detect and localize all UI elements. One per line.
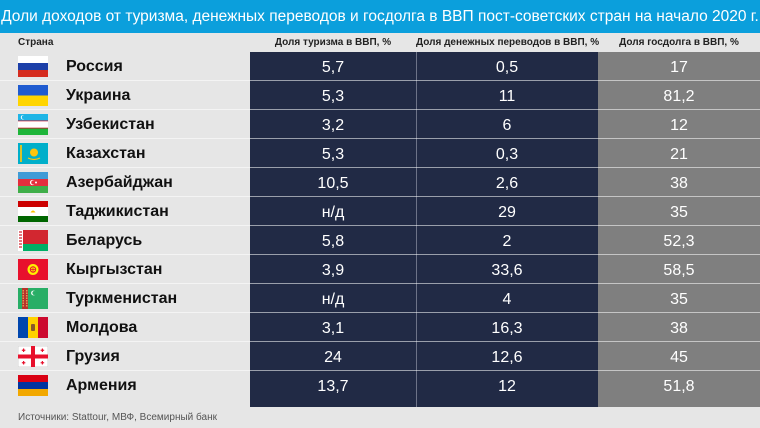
tourism-value: 24 — [324, 349, 342, 366]
table-row: Казахстан 5,3 0,3 21 — [0, 139, 760, 168]
tourism-value: 5,7 — [321, 59, 345, 76]
debt-value: 38 — [670, 320, 688, 337]
remittances-value: 29 — [498, 204, 516, 221]
tourism-value: 5,3 — [321, 88, 345, 105]
column-header-tourism: Доля туризма в ВВП, % — [274, 37, 392, 48]
table-row: Россия 5,7 0,5 17 — [0, 52, 760, 81]
table-row: Кыргызстан 3,9 33,6 58,5 — [0, 255, 760, 284]
table-row: Беларусь 5,8 2 52,3 — [0, 226, 760, 255]
table-row: Украина 5,3 11 81,2 — [0, 81, 760, 110]
tourism-value: 5,3 — [321, 146, 345, 163]
debt-value: 81,2 — [663, 88, 695, 105]
column-header-country: Страна — [18, 37, 54, 48]
table-row: Таджикистан н/д 29 35 — [0, 197, 760, 226]
debt-value: 17 — [670, 59, 688, 76]
remittances-value: 2,6 — [495, 175, 519, 192]
armenia-flag-icon — [18, 375, 48, 396]
russia-flag-icon — [18, 56, 48, 77]
country-name: Россия — [66, 58, 123, 75]
remittances-value: 4 — [502, 291, 512, 308]
tourism-value: 3,2 — [321, 117, 345, 134]
country-name: Грузия — [66, 348, 120, 365]
tourism-column-background — [250, 52, 416, 407]
table-row: Молдова 3,1 16,3 38 — [0, 313, 760, 342]
debt-value: 35 — [670, 204, 688, 221]
georgia-flag-icon — [18, 346, 48, 367]
uzbekistan-flag-icon — [18, 114, 48, 135]
remittances-value: 12 — [498, 378, 516, 395]
remittances-value: 16,3 — [491, 320, 523, 337]
country-name: Беларусь — [66, 232, 143, 249]
tourism-value: 10,5 — [317, 175, 349, 192]
debt-value: 45 — [670, 349, 688, 366]
azerbaijan-flag-icon — [18, 172, 48, 193]
country-name: Таджикистан — [66, 203, 169, 220]
tourism-value: 13,7 — [317, 378, 349, 395]
remittances-column-background — [416, 52, 598, 407]
moldova-flag-icon — [18, 317, 48, 338]
remittances-value: 12,6 — [491, 349, 523, 366]
debt-value: 38 — [670, 175, 688, 192]
country-name: Армения — [66, 377, 137, 394]
remittances-value: 11 — [498, 88, 516, 105]
debt-value: 58,5 — [663, 262, 695, 279]
column-header-debt: Доля госдолга в ВВП, % — [619, 37, 739, 48]
country-name: Молдова — [66, 319, 138, 336]
source-note: Источники: Stattour, МВФ, Всемирный банк — [18, 412, 217, 423]
table-row: Армения 13,7 12 51,8 — [0, 371, 760, 400]
table-row: Азербайджан 10,5 2,6 38 — [0, 168, 760, 197]
kazakhstan-flag-icon — [18, 143, 48, 164]
column-header-remittances: Доля денежных переводов в ВВП, % — [416, 37, 600, 48]
country-name: Кыргызстан — [66, 261, 163, 278]
country-name: Туркменистан — [66, 290, 178, 307]
debt-column-background — [598, 52, 760, 407]
remittances-value: 2 — [502, 233, 512, 250]
tourism-value: 5,8 — [321, 233, 345, 250]
country-name: Украина — [66, 87, 131, 104]
data-table: Россия 5,7 0,5 17 Украина 5,3 11 81,2 Узбекистан… — [0, 52, 760, 400]
tajikistan-flag-icon — [18, 201, 48, 222]
kyrgyzstan-flag-icon — [18, 259, 48, 280]
country-name: Азербайджан — [66, 174, 173, 191]
country-name: Казахстан — [66, 145, 146, 162]
debt-value: 12 — [670, 117, 688, 134]
tourism-value: н/д — [321, 291, 345, 308]
turkmenistan-flag-icon — [18, 288, 48, 309]
tourism-value: 3,9 — [321, 262, 345, 279]
remittances-value: 0,5 — [495, 59, 519, 76]
tourism-value: н/д — [321, 204, 345, 221]
debt-value: 35 — [670, 291, 688, 308]
remittances-value: 33,6 — [491, 262, 523, 279]
table-row: Узбекистан 3,2 6 12 — [0, 110, 760, 139]
table-row: Грузия 24 12,6 45 — [0, 342, 760, 371]
remittances-value: 0,3 — [495, 146, 519, 163]
debt-value: 52,3 — [663, 233, 695, 250]
ukraine-flag-icon — [18, 85, 48, 106]
remittances-value: 6 — [502, 117, 512, 134]
tourism-value: 3,1 — [321, 320, 345, 337]
belarus-flag-icon — [18, 230, 48, 251]
debt-value: 21 — [670, 146, 688, 163]
chart-title: Доли доходов от туризма, денежных перево… — [0, 0, 760, 33]
country-name: Узбекистан — [66, 116, 155, 133]
debt-value: 51,8 — [663, 378, 695, 395]
table-row: Туркменистан н/д 4 35 — [0, 284, 760, 313]
